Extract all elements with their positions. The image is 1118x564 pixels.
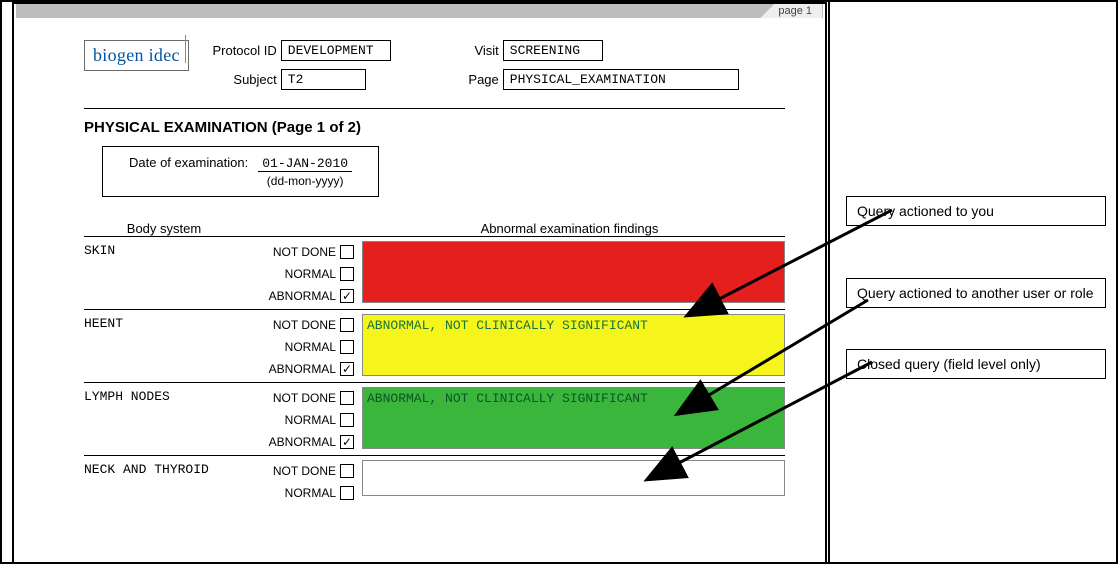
- body-system-name: NECK AND THYROID: [84, 460, 214, 504]
- meta-right: Visit SCREENING Page PHYSICAL_EXAMINATIO…: [463, 40, 739, 90]
- option-label: NOT DONE: [273, 241, 336, 263]
- subject-label: Subject: [205, 72, 277, 87]
- not-done-checkbox[interactable]: [340, 464, 354, 478]
- option-normal: NORMAL: [214, 409, 354, 431]
- option-normal: NORMAL: [214, 263, 354, 285]
- abnormal-checkbox[interactable]: ✓: [340, 362, 354, 376]
- findings-cell: [354, 460, 785, 504]
- body-system-name: LYMPH NODES: [84, 387, 214, 453]
- protocol-row: Protocol ID DEVELOPMENT: [205, 40, 391, 61]
- option-label: ABNORMAL: [269, 285, 336, 307]
- visit-value: SCREENING: [503, 40, 603, 61]
- body-system-name: SKIN: [84, 241, 214, 307]
- option-normal: NORMAL: [214, 336, 354, 358]
- abnormal-checkbox[interactable]: ✓: [340, 435, 354, 449]
- findings-cell: ABNORMAL, NOT CLINICALLY SIGNIFICANT: [354, 314, 785, 380]
- option-label: ABNORMAL: [269, 431, 336, 453]
- legend-item: Query actioned to another user or role: [846, 278, 1106, 308]
- screenshot-frame: page 1 biogen idec Protocol ID DEVELOPME…: [0, 0, 1118, 564]
- option-label: NORMAL: [285, 482, 336, 504]
- option-normal: NORMAL: [214, 482, 354, 504]
- option-not-done: NOT DONE: [214, 241, 354, 263]
- document-area: biogen idec Protocol ID DEVELOPMENT Subj…: [84, 40, 785, 506]
- legend-item: Closed query (field level only): [846, 349, 1106, 379]
- section-title: PHYSICAL EXAMINATION (Page 1 of 2): [84, 119, 785, 136]
- column-headers: Body system Abnormal examination finding…: [84, 221, 785, 236]
- option-abnormal: ABNORMAL ✓: [214, 358, 354, 380]
- normal-checkbox[interactable]: [340, 413, 354, 427]
- option-not-done: NOT DONE: [214, 387, 354, 409]
- option-label: NOT DONE: [273, 460, 336, 482]
- option-not-done: NOT DONE: [214, 314, 354, 336]
- exam-date-label: Date of examination:: [129, 155, 248, 170]
- legend-item: Query actioned to you: [846, 196, 1106, 226]
- meta-left: Protocol ID DEVELOPMENT Subject T2: [205, 40, 391, 90]
- form-header: biogen idec Protocol ID DEVELOPMENT Subj…: [84, 40, 785, 90]
- col-findings: Abnormal examination findings: [354, 221, 785, 236]
- findings-field[interactable]: ABNORMAL, NOT CLINICALLY SIGNIFICANT: [362, 314, 785, 376]
- option-label: NORMAL: [285, 263, 336, 285]
- normal-checkbox[interactable]: [340, 267, 354, 281]
- page-row: Page PHYSICAL_EXAMINATION: [463, 69, 739, 90]
- option-group: NOT DONENORMAL: [214, 460, 354, 504]
- not-done-checkbox[interactable]: [340, 391, 354, 405]
- subject-row: Subject T2: [205, 69, 391, 90]
- page-top-strip: [16, 4, 823, 18]
- page-value: PHYSICAL_EXAMINATION: [503, 69, 739, 90]
- option-label: NORMAL: [285, 336, 336, 358]
- form-panel: page 1 biogen idec Protocol ID DEVELOPME…: [2, 2, 827, 564]
- body-system-name: HEENT: [84, 314, 214, 380]
- option-abnormal: ABNORMAL ✓: [214, 431, 354, 453]
- visit-label: Visit: [463, 43, 499, 58]
- protocol-value: DEVELOPMENT: [281, 40, 391, 61]
- exam-date-hint: (dd-mon-yyyy): [258, 174, 352, 188]
- option-abnormal: ABNORMAL ✓: [214, 285, 354, 307]
- option-label: NORMAL: [285, 409, 336, 431]
- protocol-label: Protocol ID: [205, 43, 277, 58]
- col-body-system: Body system: [84, 221, 244, 236]
- exam-rows: SKINNOT DONENORMALABNORMAL✓HEENTNOT DONE…: [84, 236, 785, 506]
- biogen-logo: biogen idec: [84, 40, 189, 71]
- option-group: NOT DONENORMALABNORMAL ✓: [214, 314, 354, 380]
- findings-cell: ABNORMAL, NOT CLINICALLY SIGNIFICANT: [354, 387, 785, 453]
- page-label: Page: [463, 72, 499, 87]
- normal-checkbox[interactable]: [340, 340, 354, 354]
- not-done-checkbox[interactable]: [340, 245, 354, 259]
- col-spacer: [244, 221, 354, 236]
- exam-row: SKIN NOT DONENORMALABNORMAL ✓: [84, 236, 785, 309]
- normal-checkbox[interactable]: [340, 486, 354, 500]
- panel-divider: [828, 2, 830, 562]
- visit-row: Visit SCREENING: [463, 40, 739, 61]
- form-page: page 1 biogen idec Protocol ID DEVELOPME…: [12, 2, 827, 564]
- option-not-done: NOT DONE: [214, 460, 354, 482]
- exam-date-box: Date of examination: 01-JAN-2010 (dd-mon…: [102, 146, 379, 197]
- findings-field[interactable]: [362, 460, 785, 496]
- findings-cell: [354, 241, 785, 307]
- exam-row: NECK AND THYROIDNOT DONENORMAL: [84, 455, 785, 506]
- option-group: NOT DONENORMALABNORMAL ✓: [214, 387, 354, 453]
- findings-field[interactable]: [362, 241, 785, 303]
- exam-row: LYMPH NODESNOT DONENORMALABNORMAL✓ABNORM…: [84, 382, 785, 455]
- exam-date-value[interactable]: 01-JAN-2010: [258, 156, 352, 172]
- abnormal-checkbox[interactable]: ✓: [340, 289, 354, 303]
- subject-value: T2: [281, 69, 366, 90]
- option-label: ABNORMAL: [269, 358, 336, 380]
- not-done-checkbox[interactable]: [340, 318, 354, 332]
- header-separator: [84, 108, 785, 109]
- option-label: NOT DONE: [273, 314, 336, 336]
- findings-field[interactable]: ABNORMAL, NOT CLINICALLY SIGNIFICANT: [362, 387, 785, 449]
- exam-row: HEENT NOT DONENORMALABNORMAL ✓ ABNORMAL, NO…: [84, 309, 785, 382]
- option-label: NOT DONE: [273, 387, 336, 409]
- option-group: NOT DONENORMALABNORMAL ✓: [214, 241, 354, 307]
